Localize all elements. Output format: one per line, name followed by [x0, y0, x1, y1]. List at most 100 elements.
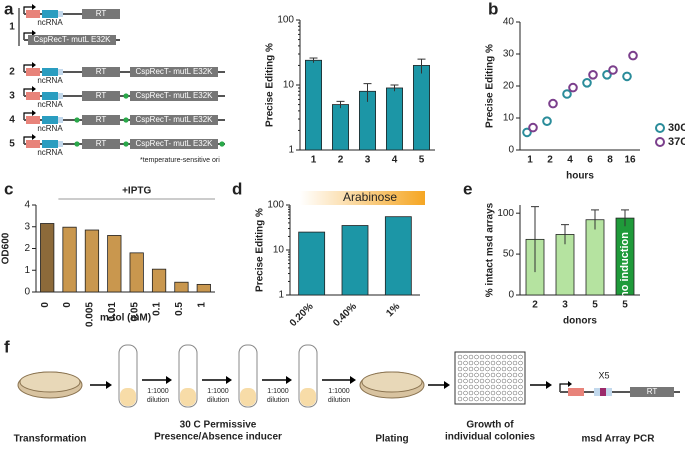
- x-tick-label: 0.05: [129, 302, 140, 322]
- well: [479, 354, 485, 360]
- y-tick-label: 0: [508, 290, 514, 301]
- y-axis-label: Precise Editing %: [255, 208, 266, 292]
- promoter-arrow: [32, 4, 36, 10]
- well: [490, 360, 496, 366]
- well: [463, 396, 468, 402]
- ncrna-linker: [58, 69, 63, 75]
- well: [512, 378, 518, 384]
- well: [501, 384, 507, 390]
- step-label: msd Array PCR: [582, 434, 656, 445]
- well: [457, 360, 463, 366]
- point: [562, 89, 572, 99]
- promoter-arrow: [32, 62, 36, 68]
- well: [518, 378, 523, 384]
- well: [518, 396, 523, 402]
- promoter: [23, 32, 32, 40]
- x-axis-label: donors: [563, 316, 597, 327]
- well: [468, 360, 474, 366]
- dilution: dilution: [207, 397, 229, 404]
- ncrna-linker: [58, 93, 63, 99]
- y-tick-label: 100: [267, 200, 284, 211]
- recombinase-block: [130, 139, 218, 149]
- ncrna-linker: [58, 117, 63, 123]
- y-axis-label: Precise Editing %: [485, 44, 496, 128]
- point: [608, 65, 618, 75]
- promoter: [559, 383, 568, 392]
- ncrna-linker: [58, 11, 63, 17]
- tube-culture: [300, 388, 316, 406]
- well: [468, 366, 474, 372]
- point: [588, 70, 598, 80]
- msd-block: [42, 68, 58, 76]
- well: [512, 396, 518, 402]
- ncrna-label: ncRNA: [37, 100, 63, 109]
- x-tick-label: 2: [532, 300, 538, 311]
- bar: [151, 268, 167, 293]
- well: [512, 360, 518, 366]
- bar: [384, 216, 412, 296]
- well: [501, 396, 507, 402]
- rt-label: RT: [96, 115, 107, 124]
- ncrna-label: ncRNA: [37, 148, 63, 157]
- x-tick-label: 1: [196, 302, 207, 308]
- arrow-head: [106, 381, 112, 389]
- well: [485, 378, 490, 384]
- bar: [304, 59, 322, 151]
- x-tick-label: 8: [607, 155, 613, 166]
- well: [490, 366, 496, 372]
- recombinase-label: CspRecT- mutL E32K: [33, 35, 111, 44]
- legend-marker: [655, 123, 665, 133]
- legend-label: 30C: [668, 122, 685, 134]
- y-axis-label: Precise Editing %: [265, 43, 276, 127]
- well: [479, 384, 485, 390]
- rt-block: [82, 115, 120, 125]
- well: [485, 360, 490, 366]
- ts-ori: [123, 93, 129, 99]
- construct-number: 4: [9, 115, 15, 126]
- x-tick-label: 6: [587, 155, 593, 166]
- arrow-head: [286, 376, 292, 384]
- well: [507, 366, 512, 372]
- point: [622, 71, 632, 82]
- well: [496, 360, 501, 366]
- y-tick-label: 100: [497, 208, 514, 219]
- bar: [341, 225, 369, 296]
- well: [501, 354, 507, 360]
- well: [474, 396, 479, 402]
- well: [479, 360, 485, 366]
- well: [496, 390, 501, 396]
- well: [457, 390, 463, 396]
- point: [542, 116, 552, 126]
- legend-label: 37C: [668, 136, 685, 148]
- well: [490, 354, 496, 360]
- well: [474, 372, 479, 378]
- well: [485, 396, 490, 402]
- construct-number: 3: [9, 91, 15, 102]
- promoter-arrow: [568, 381, 572, 387]
- well: [474, 360, 479, 366]
- well: [463, 384, 468, 390]
- ts-ori: [74, 141, 80, 147]
- construct-number: 2: [9, 67, 15, 78]
- rt-block: [82, 139, 120, 149]
- well: [457, 354, 463, 360]
- x-tick-label: 0.5: [174, 302, 185, 316]
- ncrna-label: ncRNA: [37, 18, 63, 27]
- well: [507, 396, 512, 402]
- bar: [62, 226, 77, 293]
- x-tick-label: 1: [527, 155, 533, 166]
- well: [496, 384, 501, 390]
- well: [518, 360, 523, 366]
- rt-label: RT: [96, 139, 107, 148]
- x-tick-label: 0: [62, 302, 73, 308]
- x-tick-label: 4: [392, 155, 398, 166]
- well: [512, 354, 518, 360]
- bar: [174, 281, 189, 293]
- well: [518, 384, 523, 390]
- y-tick-label: 10: [503, 113, 515, 124]
- dilution: dilution: [147, 397, 169, 404]
- arrow-head: [444, 381, 450, 389]
- well: [501, 372, 507, 378]
- well: [485, 366, 490, 372]
